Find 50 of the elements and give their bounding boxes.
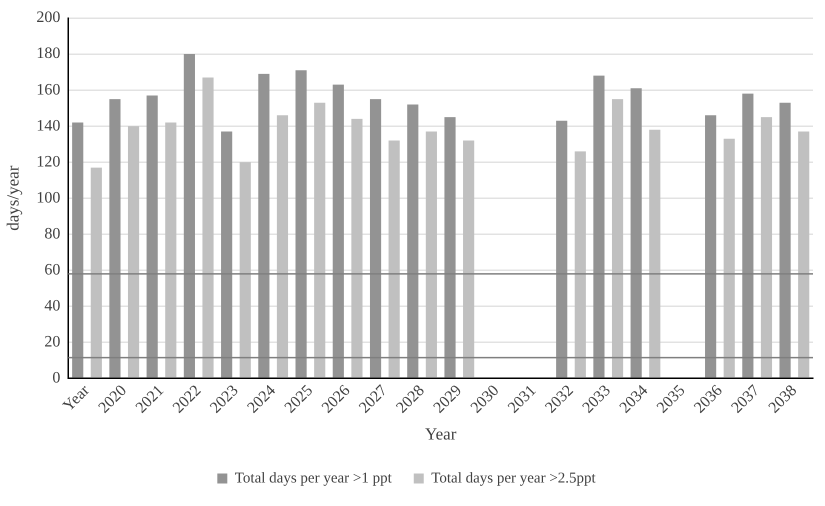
- bar: [593, 76, 605, 378]
- y-tick-label: 0: [52, 370, 60, 387]
- bar: [370, 99, 382, 378]
- bar: [184, 54, 195, 378]
- bar: [612, 99, 624, 378]
- bar: [296, 70, 307, 378]
- bar: [276, 115, 288, 378]
- bar: [574, 151, 586, 378]
- bar: [556, 120, 568, 378]
- bar: [407, 104, 418, 378]
- y-tick-label: 20: [44, 334, 60, 351]
- bar: [463, 140, 474, 378]
- bar: [630, 88, 642, 378]
- bar: [779, 102, 791, 378]
- y-tick-label: 120: [36, 153, 60, 170]
- legend-label: Total days per year >2.5ppt: [431, 470, 597, 486]
- bar: [724, 138, 735, 378]
- bar: [72, 122, 84, 378]
- x-axis-title: Year: [425, 424, 457, 444]
- y-tick-label: 60: [44, 261, 60, 278]
- bar: [165, 122, 176, 378]
- y-tick-label: 80: [44, 225, 60, 242]
- y-tick-label: 200: [36, 9, 60, 26]
- y-tick-label: 40: [44, 298, 60, 315]
- bar: [426, 132, 437, 378]
- bar: [742, 94, 754, 378]
- y-tick-label: 180: [36, 45, 60, 62]
- legend-label: Total days per year >1 ppt: [234, 470, 393, 486]
- bar: [314, 102, 326, 378]
- x-tick-label: Year: [60, 381, 94, 415]
- bar: [90, 168, 102, 378]
- bar: [128, 126, 140, 378]
- bar: [240, 162, 251, 378]
- bar: [760, 117, 772, 378]
- bar: [332, 84, 344, 378]
- bar: [146, 95, 158, 378]
- bar: [444, 117, 456, 378]
- bar: [221, 132, 232, 378]
- bar: [649, 130, 660, 378]
- bar: [798, 132, 810, 378]
- y-tick-label: 140: [36, 117, 60, 134]
- bar: [109, 99, 121, 378]
- bar: [705, 115, 716, 378]
- y-axis-title: days/year: [4, 165, 23, 231]
- y-tick-label: 160: [36, 81, 60, 98]
- bar: [388, 140, 400, 378]
- y-tick-label: 100: [36, 189, 60, 206]
- bar: [258, 74, 270, 378]
- bar: [351, 118, 363, 378]
- bar: [202, 77, 214, 378]
